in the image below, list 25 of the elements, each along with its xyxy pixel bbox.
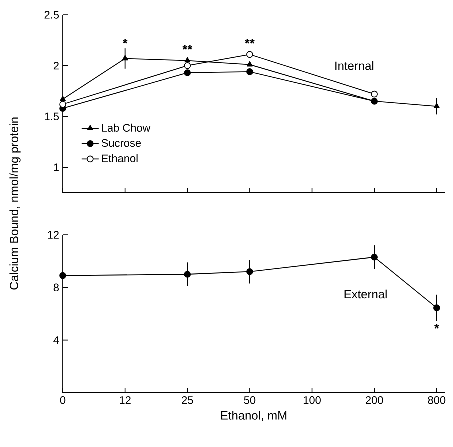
x-tick-label: 50 xyxy=(244,396,256,404)
x-tick-label: 100 xyxy=(304,396,321,404)
x-axis-title: Ethanol, mM xyxy=(221,411,287,422)
y-tick-label: 12 xyxy=(48,231,59,239)
legend-label: Lab Chow xyxy=(102,124,151,132)
legend-label: Sucrose xyxy=(102,139,142,148)
y-tick-label: 2.5 xyxy=(44,11,60,19)
y-tick-label: 1.5 xyxy=(45,112,60,121)
x-tick-label: 200 xyxy=(366,396,384,404)
y-tick-label: 8 xyxy=(54,284,59,292)
annotation: * xyxy=(434,324,440,329)
legend-label: Ethanol xyxy=(102,154,138,163)
y-tick-label: 1 xyxy=(54,164,59,172)
x-tick-label: 25 xyxy=(182,396,194,404)
y-tick-label: 4 xyxy=(54,336,60,344)
annotation: ** xyxy=(182,45,193,50)
annotation: External xyxy=(344,290,387,299)
x-tick-label: 0 xyxy=(60,396,66,404)
annotation: * xyxy=(122,39,128,44)
y-tick-label: 2 xyxy=(54,62,59,70)
annotation: ** xyxy=(244,39,255,44)
x-tick-label: 12 xyxy=(120,396,131,404)
annotation: Internal xyxy=(336,61,374,70)
x-tick-label: 800 xyxy=(428,396,446,404)
y-axis-title: Calcium Bound, nmol/mg protein xyxy=(10,118,21,290)
